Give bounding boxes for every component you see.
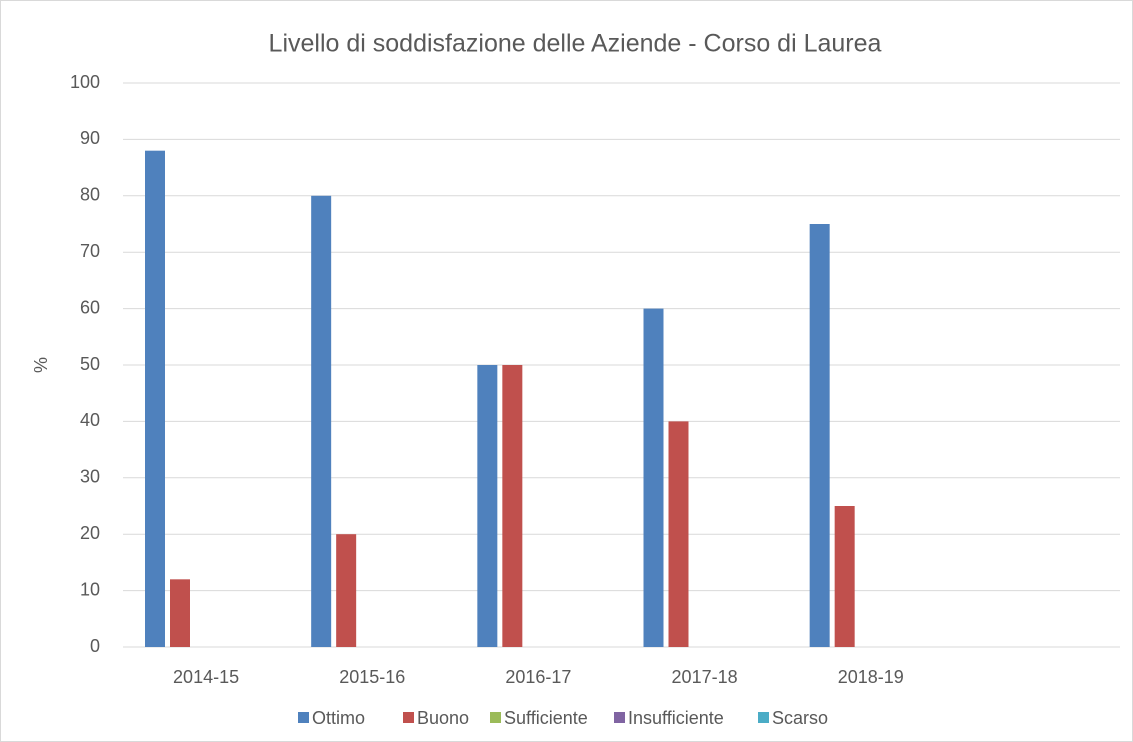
x-tick-label: 2017-18 xyxy=(672,667,738,687)
chart-title: Livello di soddisfazione delle Aziende -… xyxy=(269,30,882,58)
y-tick-label: 100 xyxy=(70,72,100,92)
y-tick-label: 70 xyxy=(80,241,100,261)
y-tick-label: 80 xyxy=(80,185,100,205)
y-tick-label: 60 xyxy=(80,297,100,317)
y-tick-label: 0 xyxy=(90,636,100,656)
y-axis-label: % xyxy=(31,357,51,373)
legend-label: Scarso xyxy=(772,708,828,728)
legend-swatch xyxy=(758,712,769,723)
bar xyxy=(643,308,664,647)
legend-swatch xyxy=(298,712,309,723)
legend-label: Ottimo xyxy=(312,708,365,728)
bar xyxy=(502,365,523,647)
legend-label: Buono xyxy=(417,708,469,728)
bar xyxy=(668,421,689,647)
y-tick-label: 30 xyxy=(80,467,100,487)
legend-swatch xyxy=(403,712,414,723)
x-tick-label: 2018-19 xyxy=(838,667,904,687)
y-tick-label: 40 xyxy=(80,410,100,430)
legend-swatch xyxy=(614,712,625,723)
bar xyxy=(311,195,332,648)
bar xyxy=(145,150,165,647)
bar xyxy=(170,579,190,647)
x-tick-label: 2015-16 xyxy=(339,667,405,687)
legend-swatch xyxy=(490,712,501,723)
y-tick-label: 10 xyxy=(80,579,100,599)
bar xyxy=(336,534,357,647)
bar xyxy=(834,506,855,647)
y-tick-label: 20 xyxy=(80,523,100,543)
x-tick-label: 2014-15 xyxy=(173,667,239,687)
x-tick-label: 2016-17 xyxy=(505,667,571,687)
legend-label: Sufficiente xyxy=(504,708,588,728)
bar xyxy=(477,365,498,647)
legend-label: Insufficiente xyxy=(628,708,724,728)
bar xyxy=(809,224,830,647)
y-tick-label: 90 xyxy=(80,128,100,148)
y-tick-label: 50 xyxy=(80,354,100,374)
